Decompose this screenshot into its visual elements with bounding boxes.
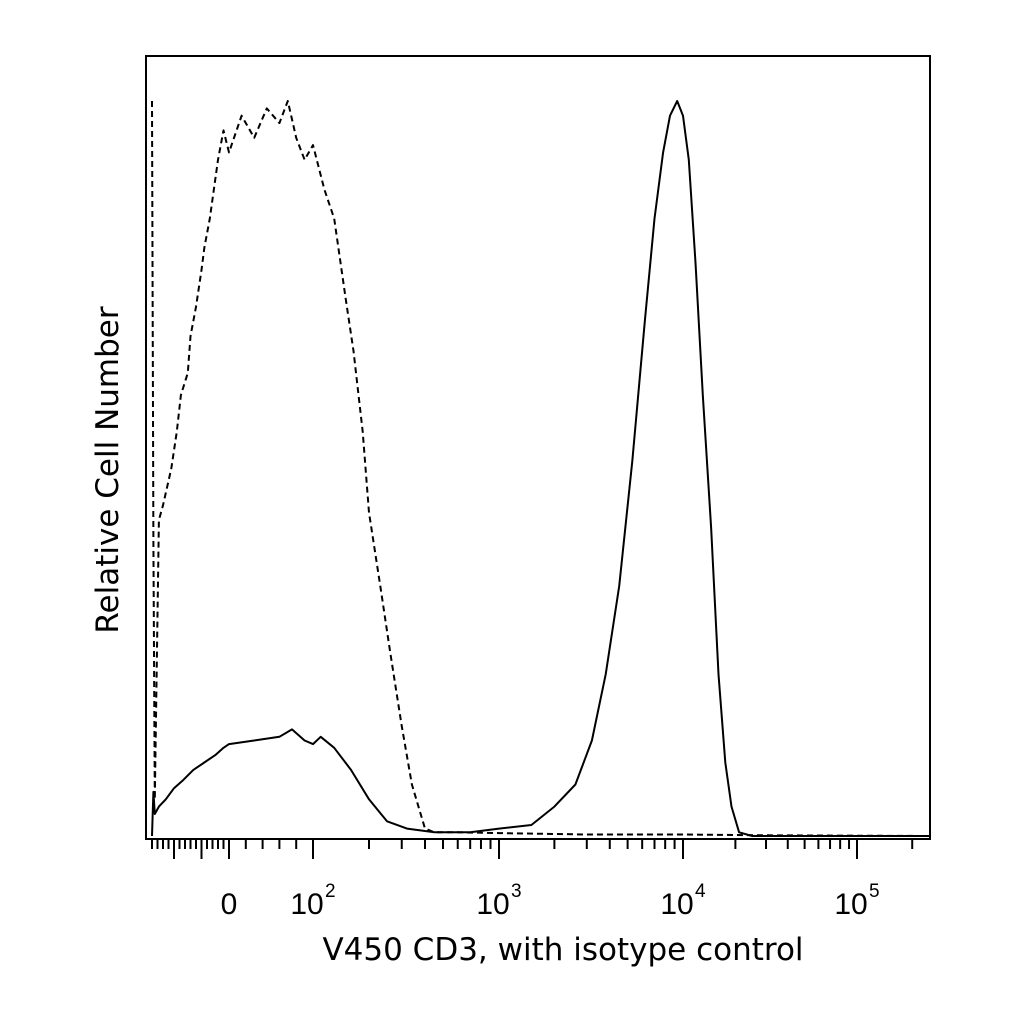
x-tick-label-exponent: 2: [325, 881, 336, 902]
x-tick-label-exponent: 5: [869, 881, 880, 902]
x-axis-ticks: [151, 839, 914, 859]
series-group: [151, 100, 931, 837]
x-tick-label: 10: [660, 888, 693, 921]
x-tick-label-exponent: 4: [695, 881, 706, 902]
isotype-control-histogram-line: [151, 100, 931, 837]
x-tick-label: 0: [221, 888, 238, 921]
x-axis-tick-labels: 0 10 2 10 3 10 4 10 5: [221, 881, 880, 921]
cd3-histogram-line: [151, 100, 930, 837]
x-tick-label: 10: [290, 888, 323, 921]
y-axis-title: Relative Cell Number: [90, 306, 126, 633]
x-axis-title: V450 CD3, with isotype control: [322, 932, 803, 968]
x-tick-label: 10: [834, 888, 867, 921]
plot-frame: [145, 55, 931, 840]
x-tick-label: 10: [476, 888, 509, 921]
x-tick-label-exponent: 3: [511, 881, 522, 902]
